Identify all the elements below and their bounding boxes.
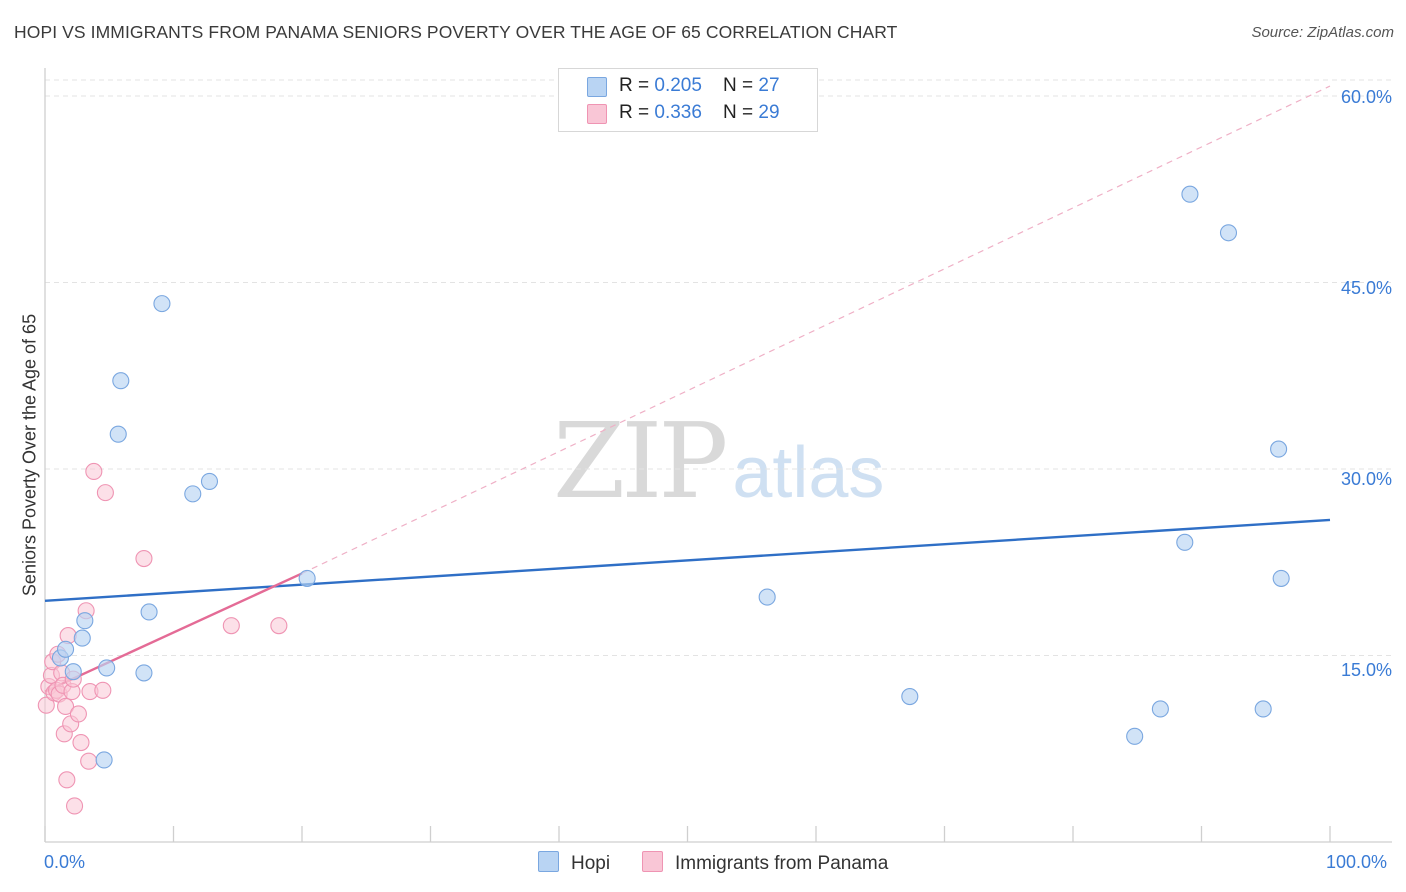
hopi-point: [184, 485, 202, 503]
hopi-point: [109, 425, 127, 443]
grid-lines: [45, 79, 1392, 656]
y-tick-label-15: 15.0%: [1340, 660, 1392, 680]
y-tick-label-30: 30.0%: [1340, 469, 1392, 489]
hopi-n-value: 27: [758, 75, 780, 96]
panama-point: [270, 617, 288, 635]
watermark-zip: ZIP: [553, 400, 728, 522]
hopi-point: [95, 751, 113, 769]
legend-hopi-text: R = 0.205 N = 27: [619, 75, 780, 97]
panama-point: [58, 771, 76, 789]
trend-lines: [44, 85, 1331, 693]
panama-legend-swatch: [642, 851, 663, 872]
hopi-legend-label: Hopi: [571, 853, 611, 874]
hopi-point: [76, 612, 94, 630]
panama-r-label: R =: [619, 102, 655, 123]
y-tick-label-60: 60.0%: [1340, 87, 1392, 107]
chart-title: HOPI VS IMMIGRANTS FROM PANAMA SENIORS P…: [14, 22, 898, 42]
panama-point: [72, 733, 90, 752]
hopi-r-value: 0.205: [654, 75, 702, 96]
hopi-point: [200, 472, 219, 490]
hopi-point: [1270, 440, 1288, 458]
watermark: ZIP atlas: [553, 400, 884, 522]
panama-point: [80, 752, 98, 770]
hopi-point: [1254, 700, 1272, 718]
hopi-trend-line: [44, 518, 1331, 602]
panama-point: [94, 681, 112, 699]
panama-n-label: N =: [723, 102, 759, 123]
hopi-point: [140, 603, 158, 621]
panama-n-value: 29: [758, 102, 780, 123]
hopi-point: [57, 640, 75, 658]
watermark-atlas: atlas: [732, 433, 885, 513]
panama-point: [85, 462, 103, 481]
source-label: Source: ZipAtlas.com: [1251, 24, 1394, 41]
hopi-point: [153, 295, 171, 313]
legend-panama-text: R = 0.336 N = 29: [619, 102, 780, 124]
bottom-legend-hopi: Hopi: [538, 851, 610, 875]
panama-trend-extension: [301, 85, 1331, 574]
panama-points: [37, 462, 288, 815]
panama-point: [222, 617, 240, 635]
hopi-swatch: [587, 77, 607, 97]
panama-point: [96, 484, 114, 502]
hopi-points: [51, 185, 1290, 769]
panama-swatch: [587, 104, 607, 124]
hopi-point: [901, 687, 919, 706]
hopi-point: [1151, 700, 1169, 718]
x-tick-label-min: 0.0%: [44, 852, 86, 872]
hopi-point: [73, 629, 91, 647]
hopi-n-label: N =: [723, 75, 759, 96]
panama-legend-label: Immigrants from Panama: [675, 853, 889, 874]
hopi-point: [1181, 185, 1199, 203]
panama-point: [57, 697, 75, 716]
hopi-point: [1126, 727, 1144, 745]
x-tick-label-max: 100.0%: [1326, 852, 1388, 872]
y-tick-label-45: 45.0%: [1340, 278, 1392, 298]
panama-r-value: 0.336: [654, 102, 702, 123]
bottom-legend-panama: Immigrants from Panama: [642, 851, 888, 875]
panama-point: [66, 797, 84, 815]
hopi-point: [98, 659, 116, 677]
panama-trend-line: [44, 572, 303, 693]
hopi-point: [1219, 224, 1238, 242]
hopi-point: [298, 569, 316, 587]
axes: [44, 68, 1392, 843]
correlation-legend: R = 0.205 N = 27 R = 0.336 N = 29: [558, 68, 818, 132]
hopi-point: [1176, 533, 1194, 551]
panama-point: [69, 705, 87, 723]
hopi-point: [758, 588, 776, 606]
hopi-point: [64, 663, 82, 681]
hopi-r-label: R =: [619, 75, 655, 96]
hopi-point: [112, 372, 130, 390]
y-axis-label: Seniors Poverty Over the Age of 65: [19, 313, 40, 597]
hopi-point: [1272, 569, 1290, 587]
panama-point: [37, 696, 55, 714]
hopi-point: [135, 664, 153, 682]
hopi-legend-swatch: [538, 851, 559, 872]
panama-point: [135, 549, 153, 568]
